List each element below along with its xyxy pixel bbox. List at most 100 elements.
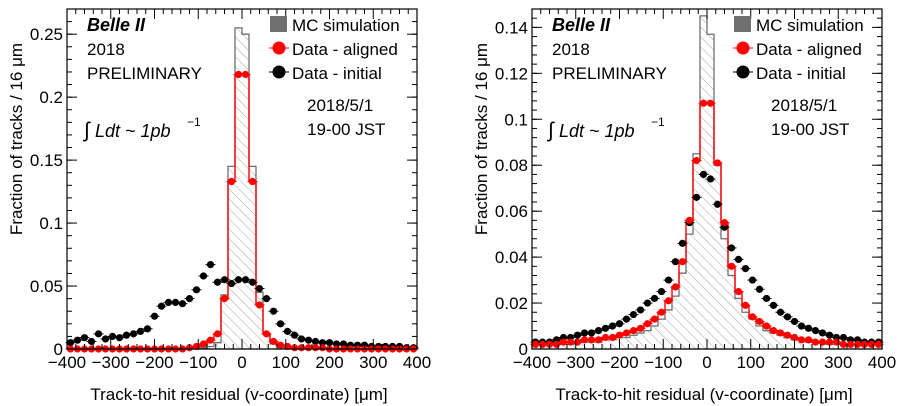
data-aligned-point xyxy=(262,330,271,338)
data-aligned-point xyxy=(227,177,236,186)
data-initial-point xyxy=(115,334,124,342)
data-initial-point xyxy=(213,278,222,286)
data-initial-point xyxy=(762,294,771,303)
experiment-label: Belle II xyxy=(87,15,146,35)
y-tick-label: 0.1 xyxy=(504,110,528,129)
luminosity-exponent: −1 xyxy=(651,115,665,129)
x-tick-label: 100 xyxy=(737,353,765,372)
data-initial-point xyxy=(643,299,652,307)
data-aligned-point xyxy=(804,336,813,344)
luminosity-label: Ldt ~ 1pb xyxy=(95,121,171,141)
data-initial-point xyxy=(269,307,278,315)
data-initial-point xyxy=(678,239,687,247)
data-aligned-point xyxy=(636,324,645,332)
data-aligned-point xyxy=(825,338,834,346)
experiment-label: Belle II xyxy=(552,15,611,35)
x-tick-label: −400 xyxy=(513,353,551,372)
y-tick-label: 0.1 xyxy=(39,214,63,233)
data-aligned-point xyxy=(234,70,243,79)
y-tick-label: 0.05 xyxy=(30,277,63,296)
data-initial-point xyxy=(87,337,96,346)
x-tick-label: 0 xyxy=(237,353,246,372)
data-aligned-point xyxy=(531,340,540,349)
time-label: 19-00 JST xyxy=(771,120,849,139)
y-tick-label: 0.02 xyxy=(495,294,528,313)
legend-entry: Data - initial xyxy=(292,64,382,83)
right-chart: −400 −300 −200 −100 0 100 200 300 400 0 0.02 0.04 0.… xyxy=(472,8,896,404)
data-initial-point xyxy=(143,325,152,333)
data-initial-point xyxy=(818,329,827,337)
y-tick-label: 0.2 xyxy=(39,88,63,107)
data-aligned-point xyxy=(797,336,806,344)
data-initial-point xyxy=(339,340,348,348)
data-aligned-point xyxy=(839,340,848,349)
year-label: 2018 xyxy=(552,40,590,59)
data-aligned-point xyxy=(713,159,722,167)
data-initial-point xyxy=(573,331,582,339)
data-initial-point xyxy=(601,324,610,332)
data-aligned-point xyxy=(741,301,750,309)
y-tick-label: 0.08 xyxy=(495,156,528,175)
data-initial-point xyxy=(615,320,624,328)
data-aligned-point xyxy=(720,219,729,227)
year-label: 2018 xyxy=(87,40,125,59)
data-initial-point xyxy=(248,278,257,286)
legend-mc-swatch xyxy=(270,16,287,32)
legend-entry: Data - aligned xyxy=(292,40,398,59)
x-tick-label: 300 xyxy=(359,353,387,372)
data-initial-point xyxy=(657,287,666,296)
data-initial-point xyxy=(94,330,103,338)
luminosity-integral: ∫ xyxy=(547,119,555,142)
data-initial-point xyxy=(811,327,820,335)
data-aligned-point xyxy=(629,327,638,335)
data-initial-point xyxy=(220,276,229,284)
data-initial-point xyxy=(650,294,659,303)
data-aligned-point xyxy=(769,327,778,335)
data-initial-point xyxy=(73,336,82,344)
data-aligned-point xyxy=(664,297,673,305)
luminosity-exponent: −1 xyxy=(187,115,201,129)
data-aligned-point xyxy=(318,344,327,352)
x-tick-label: 400 xyxy=(403,353,431,372)
data-aligned-point xyxy=(615,331,624,339)
data-aligned-point xyxy=(678,258,687,266)
y-tick-label: 0.15 xyxy=(30,151,63,170)
x-tick-label: −200 xyxy=(135,353,173,372)
x-tick-label: −100 xyxy=(179,353,217,372)
data-initial-point xyxy=(290,331,299,339)
x-tick-label: 200 xyxy=(315,353,343,372)
data-initial-point xyxy=(699,170,708,179)
data-initial-point xyxy=(283,327,292,335)
data-initial-point xyxy=(594,327,603,335)
data-initial-point xyxy=(629,310,638,319)
data-initial-point xyxy=(311,337,320,346)
y-tick-label: 0.06 xyxy=(495,202,528,221)
data-initial-point xyxy=(241,276,250,284)
data-initial-point xyxy=(255,284,264,293)
data-initial-point xyxy=(664,276,673,284)
data-aligned-point xyxy=(199,340,208,348)
x-tick-label: 0 xyxy=(702,353,711,372)
data-aligned-point xyxy=(255,301,264,309)
data-initial-point xyxy=(580,329,589,337)
legend-initial-marker xyxy=(272,65,286,79)
data-initial-point xyxy=(748,276,757,284)
data-initial-point xyxy=(122,331,131,339)
date-label: 2018/5/1 xyxy=(771,96,837,115)
data-aligned-point xyxy=(220,295,229,303)
legend-entry: Data - initial xyxy=(756,64,846,83)
data-aligned-point xyxy=(874,340,883,349)
luminosity-label: Ldt ~ 1pb xyxy=(559,121,635,141)
data-initial-point xyxy=(713,200,722,208)
y-tick-label: 0.04 xyxy=(495,248,528,267)
legend-aligned-marker xyxy=(736,41,750,55)
data-initial-point xyxy=(192,286,201,294)
data-initial-point xyxy=(136,327,145,335)
data-aligned-point xyxy=(566,338,575,346)
data-initial-point xyxy=(587,329,596,337)
data-aligned-point xyxy=(790,333,799,342)
data-aligned-point xyxy=(241,70,250,79)
status-label: PRELIMINARY xyxy=(552,64,667,83)
data-initial-point xyxy=(234,276,243,284)
data-initial-point xyxy=(206,261,215,269)
